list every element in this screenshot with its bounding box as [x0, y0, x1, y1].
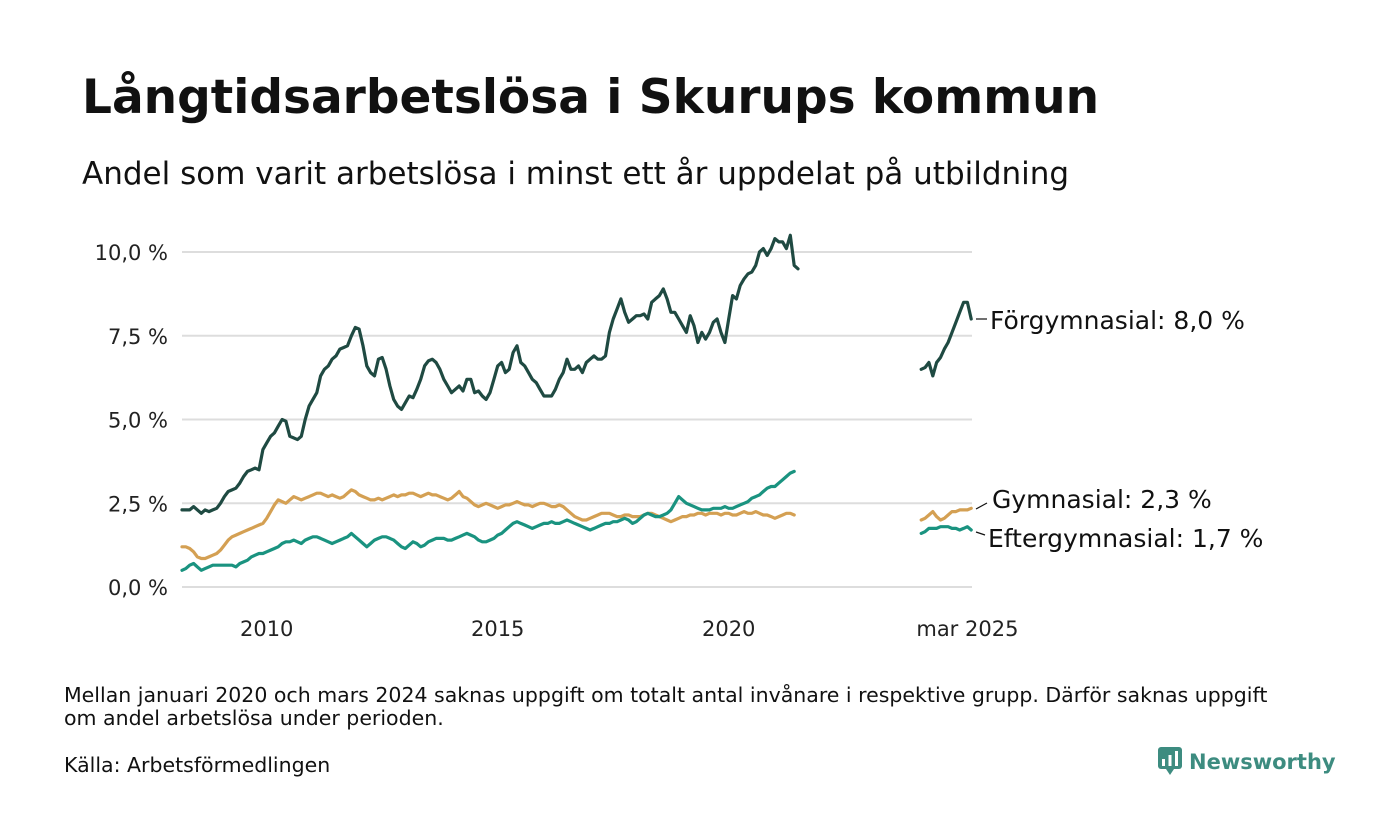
footnote: Mellan januari 2020 och mars 2024 saknas… — [64, 683, 1268, 730]
y-tick-label: 2,5 % — [108, 492, 168, 516]
series-lines — [180, 233, 973, 572]
y-axis-ticks: 0,0 % 2,5 % 5,0 % 7,5 % 10,0 % — [95, 241, 168, 600]
series-gymnasial — [180, 488, 973, 561]
series-line — [180, 469, 796, 572]
series-line — [919, 506, 973, 522]
series-line — [919, 300, 973, 378]
newsworthy-logo-icon — [1158, 747, 1182, 775]
y-tick-label: 7,5 % — [108, 325, 168, 349]
brand-logo[interactable]: Newsworthy — [1158, 747, 1336, 777]
series-end-labels: Förgymnasial: 8,0 % Gymnasial: 2,3 % Efter… — [975, 306, 1263, 553]
page-title: Långtidsarbetslösa i Skurups kommun — [82, 70, 1100, 125]
grid-lines — [182, 251, 972, 588]
x-tick-label: 2010 — [240, 617, 293, 641]
y-tick-label: 10,0 % — [95, 241, 168, 265]
x-tick-label: 2015 — [471, 617, 524, 641]
series-end-label: Gymnasial: 2,3 % — [992, 485, 1212, 514]
x-tick-label: 2020 — [702, 617, 755, 641]
series-end-label: Eftergymnasial: 1,7 % — [988, 524, 1263, 553]
source-note: Källa: Arbetsförmedlingen — [64, 753, 331, 777]
label-leader-line — [975, 502, 988, 510]
series-line — [180, 488, 796, 561]
series-eftergymnasial — [180, 469, 973, 572]
page-subtitle: Andel som varit arbetslösa i minst ett å… — [82, 156, 1070, 192]
y-tick-label: 5,0 % — [108, 409, 168, 433]
x-tick-label: mar 2025 — [916, 617, 1018, 641]
label-leader-line — [975, 531, 986, 536]
series-förgymnasial — [180, 233, 973, 515]
x-axis-ticks: 2010 2015 2020 mar 2025 — [240, 617, 1018, 641]
series-line — [919, 525, 973, 536]
brand-name: Newsworthy — [1189, 750, 1336, 774]
y-tick-label: 0,0 % — [108, 576, 168, 600]
series-line — [180, 233, 800, 515]
series-end-label: Förgymnasial: 8,0 % — [990, 306, 1245, 335]
